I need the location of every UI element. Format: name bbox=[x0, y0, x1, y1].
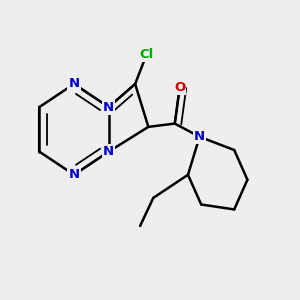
Text: O: O bbox=[174, 81, 185, 94]
Text: N: N bbox=[68, 77, 80, 91]
Text: N: N bbox=[103, 145, 114, 158]
Text: N: N bbox=[103, 100, 114, 114]
Text: N: N bbox=[194, 130, 205, 143]
Text: N: N bbox=[68, 168, 80, 181]
Text: Cl: Cl bbox=[140, 48, 154, 61]
